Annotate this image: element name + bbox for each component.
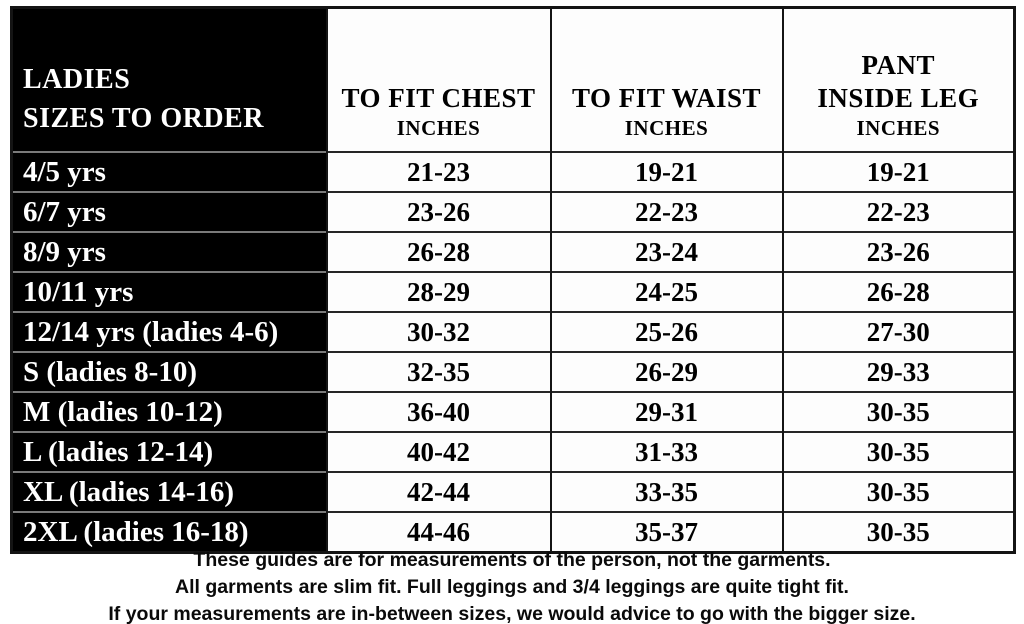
size-header-line1: LADIES bbox=[23, 63, 131, 95]
size-label-cell: S (ladies 8-10) bbox=[11, 351, 327, 392]
chest-value-cell: 40-42 bbox=[325, 431, 551, 472]
header-row: LADIES SIZES TO ORDER TO FIT CHEST INCHE… bbox=[11, 7, 1015, 152]
table-row: 4/5 yrs 21-23 19-21 19-21 bbox=[11, 151, 1015, 192]
leg-value-cell: 22-23 bbox=[781, 191, 1015, 232]
table-row: M (ladies 10-12) 36-40 29-31 30-35 bbox=[11, 391, 1015, 432]
chest-value-cell: 23-26 bbox=[325, 191, 551, 232]
waist-value-cell: 22-23 bbox=[549, 191, 783, 232]
size-label-cell: M (ladies 10-12) bbox=[11, 391, 327, 432]
leg-header-unit: INCHES bbox=[856, 116, 941, 140]
chest-value-cell: 26-28 bbox=[325, 231, 551, 272]
leg-value-cell: 29-33 bbox=[781, 351, 1015, 392]
leg-value-cell: 27-30 bbox=[781, 311, 1015, 352]
table-header: LADIES SIZES TO ORDER TO FIT CHEST INCHE… bbox=[11, 7, 1015, 152]
size-label-cell: 2XL (ladies 16-18) bbox=[11, 511, 327, 553]
table-row: XL (ladies 14-16) 42-44 33-35 30-35 bbox=[11, 471, 1015, 512]
size-column-header: LADIES SIZES TO ORDER bbox=[11, 7, 327, 152]
chest-value-cell: 44-46 bbox=[325, 511, 551, 553]
leg-value-cell: 19-21 bbox=[781, 151, 1015, 192]
chest-value-cell: 28-29 bbox=[325, 271, 551, 312]
footnote-line2: All garments are slim fit. Full leggings… bbox=[175, 576, 849, 598]
chest-column-header: TO FIT CHEST INCHES bbox=[325, 7, 551, 152]
waist-value-cell: 31-33 bbox=[549, 431, 783, 472]
chest-value-cell: 30-32 bbox=[325, 311, 551, 352]
chest-value-cell: 42-44 bbox=[325, 471, 551, 512]
footnote-line3: If your measurements are in-between size… bbox=[108, 603, 916, 624]
waist-value-cell: 33-35 bbox=[549, 471, 783, 512]
size-label-cell: XL (ladies 14-16) bbox=[11, 471, 327, 512]
waist-column-header: TO FIT WAIST INCHES bbox=[549, 7, 783, 152]
waist-value-cell: 29-31 bbox=[549, 391, 783, 432]
leg-header-title: INSIDE LEG bbox=[817, 83, 980, 113]
size-label-cell: 8/9 yrs bbox=[11, 231, 327, 272]
leg-value-cell: 30-35 bbox=[781, 431, 1015, 472]
table-row: L (ladies 12-14) 40-42 31-33 30-35 bbox=[11, 431, 1015, 472]
chest-value-cell: 32-35 bbox=[325, 351, 551, 392]
waist-value-cell: 23-24 bbox=[549, 231, 783, 272]
table-body: 4/5 yrs 21-23 19-21 19-21 6/7 yrs 23-26 … bbox=[11, 151, 1015, 553]
table-row: S (ladies 8-10) 32-35 26-29 29-33 bbox=[11, 351, 1015, 392]
table-row: 12/14 yrs (ladies 4-6) 30-32 25-26 27-30 bbox=[11, 311, 1015, 352]
chest-value-cell: 21-23 bbox=[325, 151, 551, 192]
size-label-cell: 12/14 yrs (ladies 4-6) bbox=[11, 311, 327, 352]
waist-value-cell: 26-29 bbox=[549, 351, 783, 392]
chest-header-unit: INCHES bbox=[396, 116, 481, 140]
chest-header-title: TO FIT CHEST bbox=[341, 83, 536, 113]
waist-value-cell: 35-37 bbox=[549, 511, 783, 553]
footnotes: These guides are for measurements of the… bbox=[0, 547, 1024, 624]
leg-value-cell: 30-35 bbox=[781, 391, 1015, 432]
leg-value-cell: 23-26 bbox=[781, 231, 1015, 272]
leg-column-header: PANT INSIDE LEG INCHES bbox=[781, 7, 1015, 152]
table-row: 6/7 yrs 23-26 22-23 22-23 bbox=[11, 191, 1015, 232]
leg-value-cell: 26-28 bbox=[781, 271, 1015, 312]
leg-header-line1: PANT bbox=[861, 50, 935, 80]
waist-value-cell: 25-26 bbox=[549, 311, 783, 352]
footnote-line1: These guides are for measurements of the… bbox=[193, 549, 831, 571]
table-row: 8/9 yrs 26-28 23-24 23-26 bbox=[11, 231, 1015, 272]
size-chart-table: LADIES SIZES TO ORDER TO FIT CHEST INCHE… bbox=[10, 6, 1016, 554]
size-label-cell: 4/5 yrs bbox=[11, 151, 327, 192]
waist-value-cell: 19-21 bbox=[549, 151, 783, 192]
leg-value-cell: 30-35 bbox=[781, 511, 1015, 553]
leg-value-cell: 30-35 bbox=[781, 471, 1015, 512]
chest-value-cell: 36-40 bbox=[325, 391, 551, 432]
size-label-cell: 10/11 yrs bbox=[11, 271, 327, 312]
waist-value-cell: 24-25 bbox=[549, 271, 783, 312]
table-row: 2XL (ladies 16-18) 44-46 35-37 30-35 bbox=[11, 511, 1015, 553]
table-row: 10/11 yrs 28-29 24-25 26-28 bbox=[11, 271, 1015, 312]
size-header-line2: SIZES TO ORDER bbox=[23, 103, 264, 135]
size-label-cell: L (ladies 12-14) bbox=[11, 431, 327, 472]
waist-header-title: TO FIT WAIST bbox=[571, 83, 762, 113]
waist-header-unit: INCHES bbox=[624, 116, 709, 140]
size-label-cell: 6/7 yrs bbox=[11, 191, 327, 232]
